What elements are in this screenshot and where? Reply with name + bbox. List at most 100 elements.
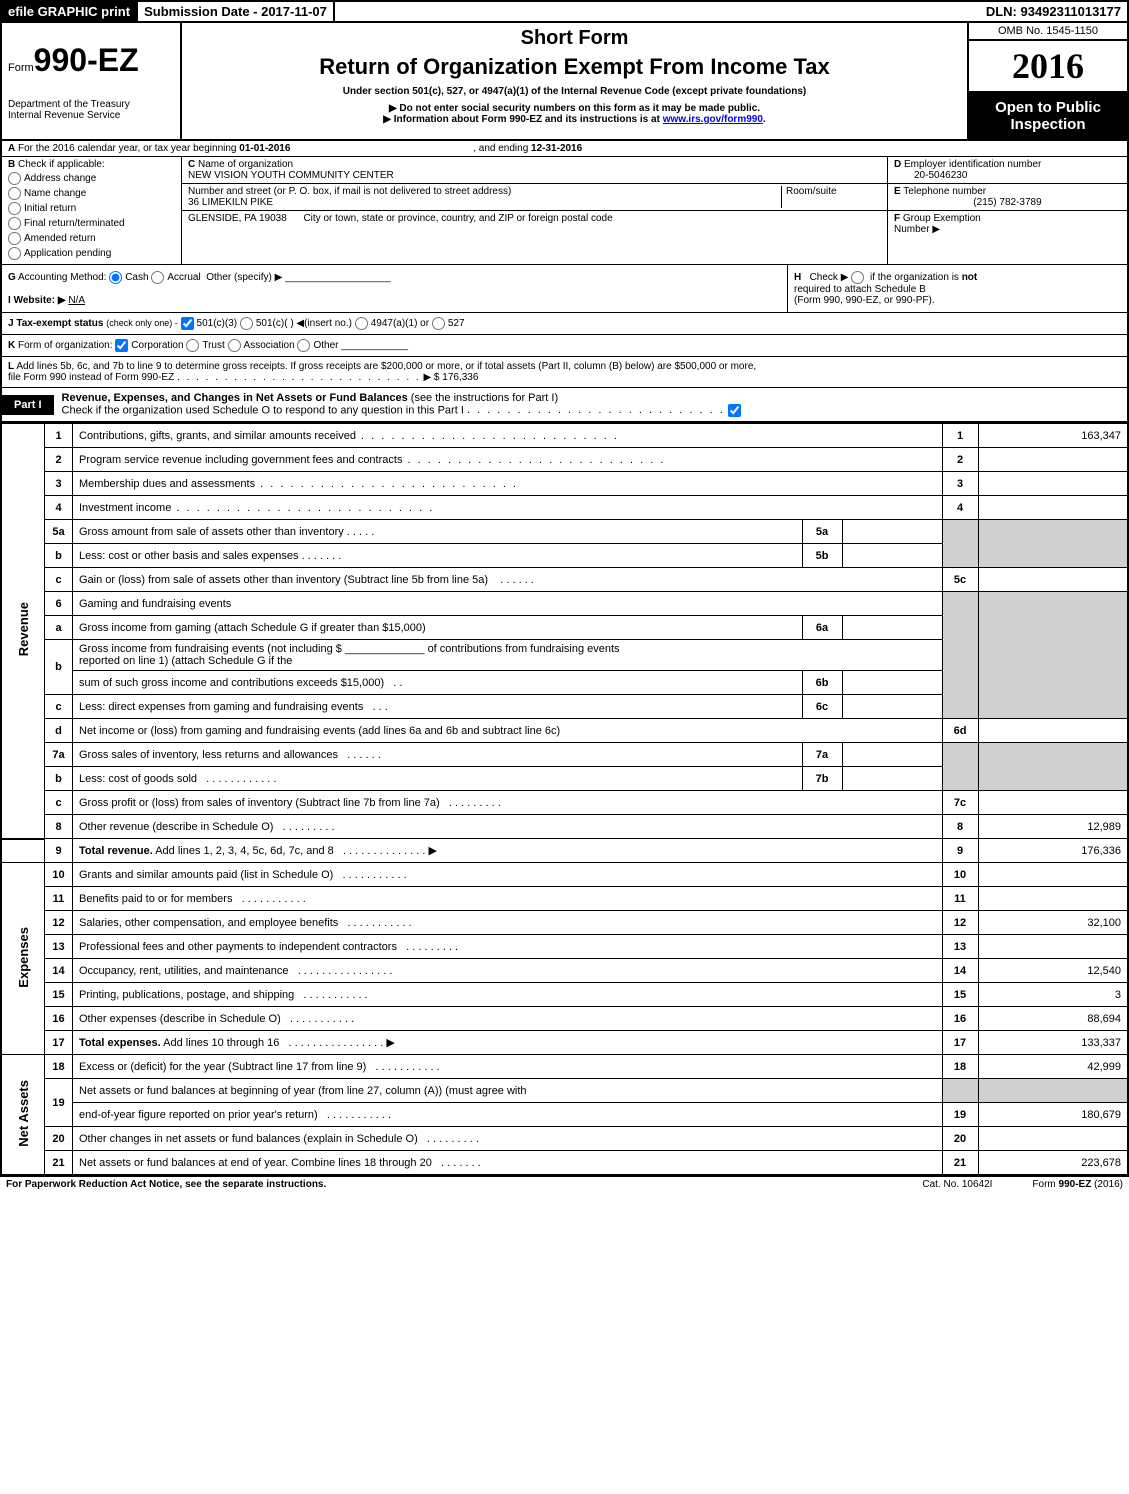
line-h: H Check ▶ if the organization is not req…	[787, 265, 1127, 312]
radio-cash[interactable]	[109, 271, 122, 284]
line-l-text1: Add lines 5b, 6c, and 7b to line 9 to de…	[16, 361, 756, 372]
box-c-label: C	[188, 159, 195, 170]
part-i-label: Part I	[2, 395, 54, 415]
line-7c-num: c	[45, 791, 73, 815]
grey-5	[942, 520, 978, 568]
line-g-text: Accounting Method:	[18, 272, 106, 283]
line-6d-amt	[978, 719, 1128, 743]
line-g-label: G	[8, 272, 16, 283]
header-right: OMB No. 1545-1150 2016 Open to Public In…	[967, 23, 1127, 139]
open-to-public: Open to Public Inspection	[969, 93, 1127, 139]
line-1-ln: 1	[942, 424, 978, 448]
line-18-amt: 42,999	[978, 1055, 1128, 1079]
room-suite-label: Room/suite	[781, 186, 881, 208]
line-k: K Form of organization: Corporation Trus…	[0, 335, 1129, 357]
box-f-text: Group Exemption	[903, 213, 981, 224]
line-7c-ln: 7c	[942, 791, 978, 815]
line-15-amt: 3	[978, 983, 1128, 1007]
grey-5-amt	[978, 520, 1128, 568]
line-4-amt	[978, 496, 1128, 520]
title-subtitle: Under section 501(c), 527, or 4947(a)(1)…	[190, 86, 959, 97]
line-8-num: 8	[45, 815, 73, 839]
line-7b-val	[842, 767, 942, 791]
form-prefix: Form	[8, 62, 34, 74]
line-1-amt: 163,347	[978, 424, 1128, 448]
check-other-org[interactable]	[297, 339, 310, 352]
line-h-not: not	[962, 272, 978, 283]
line-6b-val	[842, 671, 942, 695]
part-i-title: Revenue, Expenses, and Changes in Net As…	[62, 392, 408, 404]
bullet-2-post: .	[763, 114, 766, 125]
line-h-check: Check ▶	[810, 272, 849, 283]
part-i-table: Revenue 1 Contributions, gifts, grants, …	[0, 423, 1129, 1175]
check-corporation[interactable]	[115, 339, 128, 352]
radio-accrual[interactable]	[151, 271, 164, 284]
org-city: GLENSIDE, PA 19038	[188, 213, 287, 224]
check-association[interactable]	[228, 339, 241, 352]
opt-other: Other (specify) ▶	[206, 272, 282, 283]
line-6a-val	[842, 616, 942, 640]
form-no-big: 990-EZ	[34, 42, 139, 78]
check-address-change[interactable]	[8, 172, 21, 185]
footer-cat-no: Cat. No. 10642I	[922, 1179, 992, 1190]
line-10-desc: Grants and similar amounts paid (list in…	[73, 863, 943, 887]
check-4947[interactable]	[355, 317, 368, 330]
dots	[467, 404, 725, 416]
line-7a-sub: 7a	[802, 743, 842, 767]
check-final-return[interactable]	[8, 217, 21, 230]
line-5b-num: b	[45, 544, 73, 568]
check-501c[interactable]	[240, 317, 253, 330]
line-5b-sub: 5b	[802, 544, 842, 568]
line-16-amt: 88,694	[978, 1007, 1128, 1031]
line-7c-amt	[978, 791, 1128, 815]
box-f-number: Number ▶	[894, 224, 940, 235]
line-7b-sub: 7b	[802, 767, 842, 791]
line-j-note: (check only one) -	[106, 318, 178, 328]
opt-association: Association	[244, 340, 295, 351]
check-527[interactable]	[432, 317, 445, 330]
opt-527: 527	[448, 318, 465, 329]
opt-other-org: Other	[313, 340, 338, 351]
title-shortform: Short Form	[190, 27, 959, 50]
check-name-change[interactable]	[8, 187, 21, 200]
line-5a-desc: Gross amount from sale of assets other t…	[73, 520, 803, 544]
line-6b-desc2: sum of such gross income and contributio…	[73, 671, 803, 695]
box-f-label: F	[894, 213, 900, 224]
line-a: A For the 2016 calendar year, or tax yea…	[0, 141, 1129, 157]
line-21-ln: 21	[942, 1151, 978, 1175]
dln: DLN: 93492311013177	[980, 2, 1127, 21]
line-7a-num: 7a	[45, 743, 73, 767]
line-15-ln: 15	[942, 983, 978, 1007]
box-c-name-label: Name of organization	[198, 159, 293, 170]
box-b-check-if: Check if applicable:	[18, 159, 105, 170]
line-11-amt	[978, 887, 1128, 911]
line-9-desc: Total revenue. Add lines 1, 2, 3, 4, 5c,…	[73, 839, 943, 863]
check-schedule-o[interactable]	[728, 404, 741, 417]
check-initial-return[interactable]	[8, 202, 21, 215]
line-21-desc: Net assets or fund balances at end of ye…	[73, 1151, 943, 1175]
grey-6	[942, 592, 978, 719]
check-amended-return[interactable]	[8, 232, 21, 245]
check-trust[interactable]	[186, 339, 199, 352]
radio-h[interactable]	[851, 271, 864, 284]
line-11-num: 11	[45, 887, 73, 911]
check-501c3[interactable]	[181, 317, 194, 330]
title-main: Return of Organization Exempt From Incom…	[190, 54, 959, 80]
line-12-amt: 32,100	[978, 911, 1128, 935]
check-application-pending[interactable]	[8, 247, 21, 260]
line-j-text: Tax-exempt status	[16, 318, 103, 329]
telephone-value: (215) 782-3789	[894, 197, 1121, 208]
box-e-text: Telephone number	[903, 186, 986, 197]
irs-link[interactable]: www.irs.gov/form990	[663, 114, 763, 125]
line-5c-ln: 5c	[942, 568, 978, 592]
line-18-desc: Excess or (deficit) for the year (Subtra…	[73, 1055, 943, 1079]
line-9-ln: 9	[942, 839, 978, 863]
line-12-ln: 12	[942, 911, 978, 935]
dept-line1: Department of the Treasury	[8, 99, 174, 110]
line-19-desc1: Net assets or fund balances at beginning…	[73, 1079, 943, 1103]
opt-501c: 501(c)( ) ◀(insert no.)	[256, 318, 352, 329]
line-19-amt: 180,679	[978, 1103, 1128, 1127]
line-7a-val	[842, 743, 942, 767]
bullet-2-pre: ▶ Information about Form 990-EZ and its …	[383, 114, 662, 125]
line-i-label: I	[8, 295, 11, 306]
